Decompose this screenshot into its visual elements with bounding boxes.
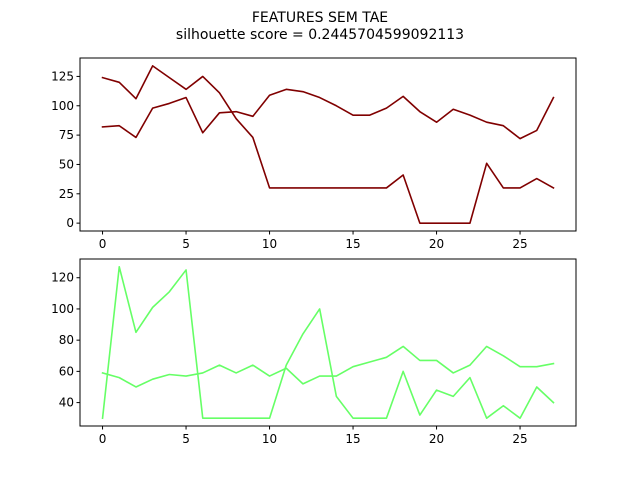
y-tick-label: 0 (66, 216, 74, 230)
series-line-2 (101, 88, 555, 140)
y-tick-label: 40 (59, 396, 74, 410)
y-tick-label: 80 (59, 333, 74, 347)
x-tick-label: 10 (262, 432, 277, 446)
y-tick-label: 125 (51, 69, 74, 83)
x-tick-label: 0 (99, 237, 107, 251)
series-line-2 (101, 265, 555, 420)
figure-subtitle: silhouette score = 0.2445704599092113 (176, 27, 464, 43)
x-tick-label: 5 (182, 237, 190, 251)
x-tick-label: 0 (99, 432, 107, 446)
y-tick-label: 100 (51, 302, 74, 316)
x-tick-label: 10 (262, 237, 277, 251)
figure-title: FEATURES SEM TAE (252, 10, 388, 26)
x-tick-label: 20 (429, 237, 444, 251)
top-chart: 0 5 10 15 20 25 0 25 50 75 100 125 (51, 57, 577, 251)
x-tick-label: 5 (182, 432, 190, 446)
x-tick-label: 25 (512, 237, 527, 251)
bottom-chart: 0 5 10 15 20 25 40 60 80 100 120 (51, 258, 577, 446)
x-tick-label: 20 (429, 432, 444, 446)
series-line-1 (101, 345, 555, 388)
y-tick-label: 60 (59, 364, 74, 378)
x-tick-label: 15 (345, 432, 360, 446)
y-tick-label: 25 (59, 187, 74, 201)
y-tick-label: 75 (59, 128, 74, 142)
y-tick-label: 100 (51, 99, 74, 113)
axes-frame (79, 258, 577, 427)
x-tick-label: 25 (512, 432, 527, 446)
x-tick-label: 15 (345, 237, 360, 251)
series-line-1 (101, 65, 555, 224)
y-tick-label: 50 (59, 157, 74, 171)
axes-frame (79, 57, 577, 232)
y-tick-label: 120 (51, 271, 74, 285)
